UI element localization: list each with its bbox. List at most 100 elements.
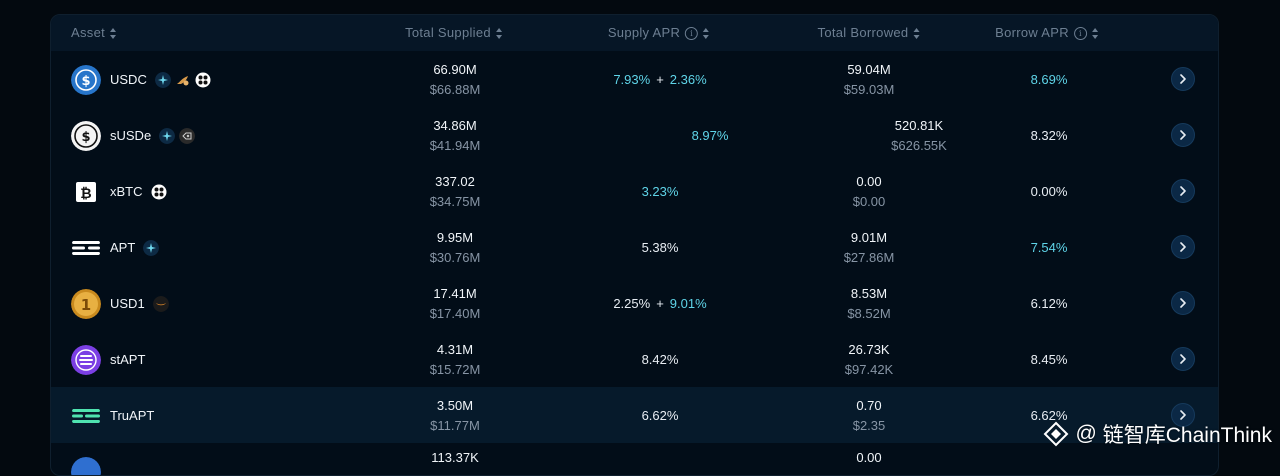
asset-symbol: USD1 [110,296,145,311]
table-row[interactable]: stAPT 4.31M $15.72M 8.42% 26.73K $97.42K… [51,331,1218,387]
asset-cell: TruAPT [71,388,162,443]
supplied-usd: $66.88M [430,82,481,97]
asset-cell: $ USDC [71,52,215,107]
svg-text:₿: ₿ [80,186,91,202]
asset-symbol: TruAPT [110,408,154,423]
asset-cell: stAPT [71,332,153,387]
supply-apr-base: 7.93% [613,72,650,87]
row-details-button[interactable] [1171,291,1195,315]
column-header-supply-apr[interactable]: Supply APR i [608,15,710,51]
supply-apr-bonus: 2.36% [670,72,707,87]
chevron-right-icon [1179,242,1187,252]
asset-symbol: APT [110,240,135,255]
supplied-amount: 34.86M [433,118,476,133]
total-borrowed-cell: 9.01M $27.86M [844,220,895,275]
chevron-right-icon [1179,130,1187,140]
borrowed-usd: $97.42K [845,362,893,377]
supply-apr-value: 3.23% [642,184,679,199]
supply-apr-cell: 6.62% [642,388,679,443]
supplied-usd: $17.40M [430,306,481,321]
column-header-label: Supply APR [608,15,680,51]
row-details-button[interactable] [1171,123,1195,147]
borrow-apr-value: 6.12% [1031,296,1068,311]
supplied-usd: $34.75M [430,194,481,209]
column-header-total-supplied[interactable]: Total Supplied [405,15,503,51]
borrowed-amount: 59.04M [847,62,890,77]
markets-table: Asset Total Supplied Supply APR i Total … [50,14,1219,476]
row-details-button[interactable] [1171,235,1195,259]
row-details-button[interactable] [1171,179,1195,203]
info-icon[interactable]: i [1074,27,1087,40]
supply-apr-cell: 3.23% [642,164,679,219]
borrow-apr-value: 8.69% [1031,72,1068,87]
total-borrowed-cell: 8.53M $8.52M [847,276,890,331]
asset-cell: 1 USD1 [71,276,173,331]
asset-logo-icon [71,457,101,476]
borrow-apr-cell: 7.54% [1031,220,1068,275]
table-row[interactable]: ₿ xBTC 337.02 $34.75M 3.23% 0.00 $0.00 0… [51,163,1218,219]
svg-text:$: $ [81,130,90,145]
row-details-button[interactable] [1171,347,1195,371]
column-header-borrow-apr[interactable]: Borrow APR i [995,15,1099,51]
exchange-badge-icon [179,128,195,144]
borrowed-amount: 0.70 [856,398,881,413]
total-borrowed-cell: 0.00 [856,444,881,476]
plus-sign: + [656,296,664,311]
supplied-usd: $15.72M [430,362,481,377]
supplied-amount: 66.90M [433,62,476,77]
total-borrowed-cell: 59.04M $59.03M [844,52,895,107]
table-row[interactable]: 1 USD1 17.41M $17.40M 2.25%+9.01% 8.53M … [51,275,1218,331]
supplied-usd: $11.77M [430,418,480,433]
truapt-logo-icon [71,401,101,431]
supplied-amount: 9.95M [437,230,473,245]
borrow-apr-cell: 8.69% [1031,52,1068,107]
supply-apr-cell: 8.42% [642,332,679,387]
borrow-apr-cell: 8.45% [1031,332,1068,387]
borrowed-usd: $59.03M [844,82,895,97]
sort-icon[interactable] [913,28,920,39]
usdc-logo-icon: $ [71,65,101,95]
asset-cell: APT [71,220,163,275]
total-supplied-cell: 337.02 $34.75M [430,164,481,219]
table-row[interactable]: $ sUSDe 34.86M $41.94M 8.97% 520.81K $62… [51,107,1218,163]
supply-apr-base: 2.25% [613,296,650,311]
table-row[interactable]: $ USDC 66.90M $66.88M 7.93 [51,51,1218,107]
stapt-logo-icon [71,345,101,375]
column-header-total-borrowed[interactable]: Total Borrowed [818,15,921,51]
row-details-button[interactable] [1171,67,1195,91]
table-row[interactable]: APT 9.95M $30.76M 5.38% 9.01M $27.86M 7.… [51,219,1218,275]
supplied-usd: $30.76M [430,250,481,265]
column-header-label: Total Supplied [405,15,491,51]
column-header-label: Total Borrowed [818,15,909,51]
plus-sign: + [656,72,664,87]
supply-apr-cell: 7.93% +2.36% [613,52,706,107]
total-supplied-cell: 9.95M $30.76M [430,220,481,275]
total-borrowed-cell: 0.00 $0.00 [853,164,886,219]
supplied-amount: 337.02 [435,174,475,189]
chevron-right-icon [1179,186,1187,196]
column-header-asset[interactable]: Asset [71,15,117,51]
total-borrowed-cell: 26.73K $97.42K [845,332,893,387]
sparkle-badge-icon [143,240,159,256]
borrowed-amount: 520.81K [895,118,943,133]
wing-badge-icon [175,72,191,88]
watermark: @ 链智库ChainThink [1043,420,1272,448]
total-borrowed-cell: 0.70 $2.35 [853,388,886,443]
supply-apr-cell: 8.97% [692,108,729,163]
info-icon[interactable]: i [685,27,698,40]
supplied-usd: $41.94M [430,138,481,153]
sort-icon[interactable] [496,28,503,39]
xbtc-logo-icon: ₿ [71,177,101,207]
supply-apr-cell: 5.38% [642,220,679,275]
borrow-apr-value: 7.54% [1031,240,1068,255]
wing-badge-icon [153,296,169,312]
borrowed-amount: 9.01M [851,230,887,245]
asset-symbol: sUSDe [110,128,151,143]
sort-icon[interactable] [110,28,117,39]
borrowed-usd: $0.00 [853,194,886,209]
chainthink-logo-icon [1043,421,1069,447]
svg-text:1: 1 [81,296,91,314]
sort-icon[interactable] [703,28,710,39]
sort-icon[interactable] [1092,28,1099,39]
sparkle-badge-icon [155,72,171,88]
